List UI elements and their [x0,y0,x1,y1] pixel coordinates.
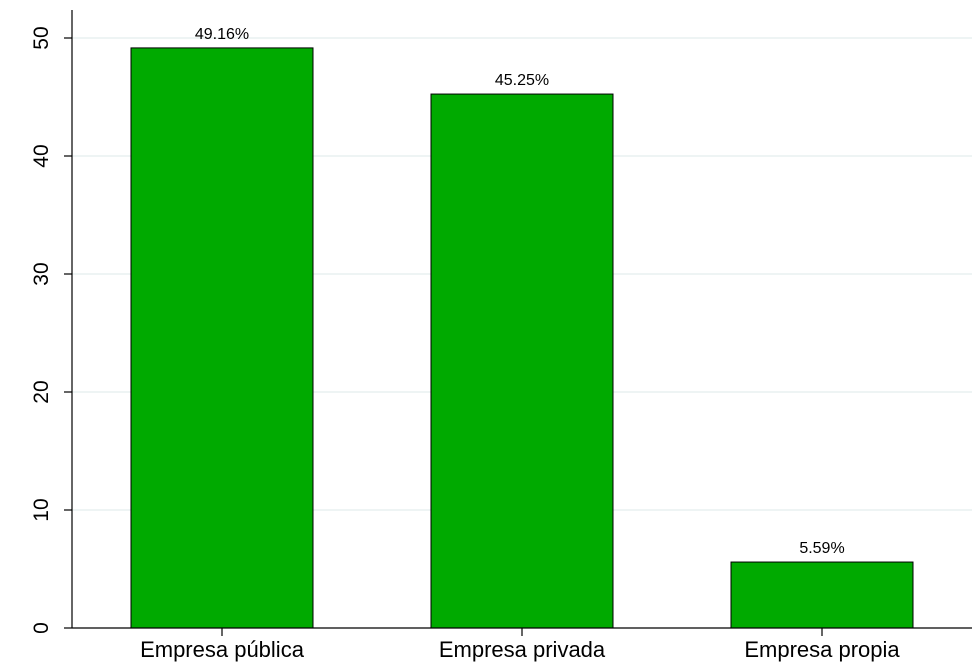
bar-2 [730,561,914,629]
category-label-2: Empresa propia [744,637,900,662]
bar-1 [430,93,614,629]
axes [64,10,972,636]
bars [130,47,914,629]
y-tick-label-40: 40 [30,144,53,167]
category-label-1: Empresa privada [439,637,606,662]
labels: 49.16% Empresa pública 45.25% Empresa priva… [30,26,900,662]
data-label-2: 5.59% [799,540,844,557]
y-tick-label-20: 20 [30,380,53,403]
y-tick-label-10: 10 [30,498,53,521]
y-tick-label-50: 50 [30,26,53,49]
data-label-1: 45.25% [495,72,549,89]
y-tick-label-0: 0 [30,622,53,634]
category-label-0: Empresa pública [140,637,305,662]
bar-0 [130,47,314,629]
y-tick-label-30: 30 [30,262,53,285]
data-label-0: 49.16% [195,26,249,43]
